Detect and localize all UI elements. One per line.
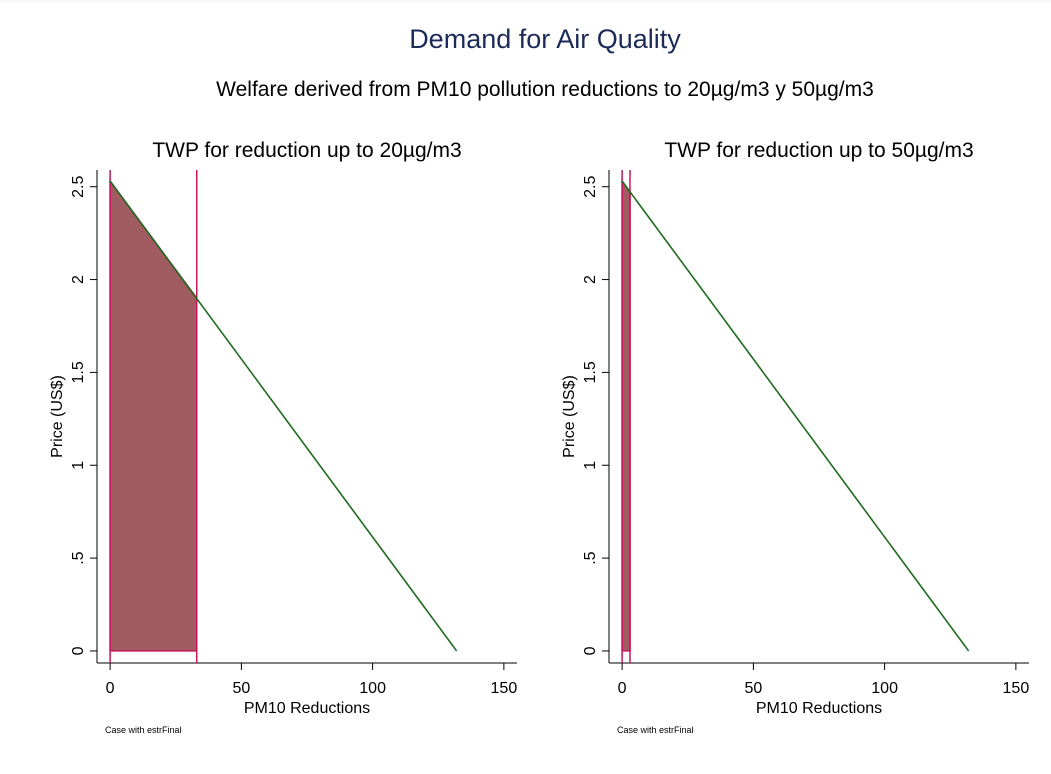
y-tick-label: .5: [582, 551, 599, 564]
x-axis-label: PM10 Reductions: [244, 700, 370, 717]
x-tick-label: 0: [106, 680, 115, 697]
panel-title: TWP for reduction up to 20µg/m3: [152, 139, 461, 162]
y-tick-label: 1: [70, 461, 87, 470]
demand-line: [621, 180, 970, 652]
x-axis-label: PM10 Reductions: [756, 700, 882, 717]
x-tick-label: 0: [618, 680, 627, 697]
y-tick-label: 1.5: [582, 361, 599, 383]
shaded-area: [621, 178, 631, 652]
y-tick-label: 2: [70, 275, 87, 284]
y-tick-label: 1.5: [70, 361, 87, 383]
x-tick-label: 150: [491, 680, 518, 697]
chart-subtitle: Welfare derived from PM10 pollution redu…: [216, 78, 874, 101]
y-axis-label: Price (US$): [561, 375, 578, 458]
demand-line: [109, 180, 458, 652]
x-tick-label: 100: [871, 680, 898, 697]
x-tick-label: 150: [1003, 680, 1030, 697]
chart-title: Demand for Air Quality: [409, 24, 681, 54]
y-tick-label: 2.5: [70, 175, 87, 197]
y-tick-label: 2.5: [582, 175, 599, 197]
shaded-area: [109, 178, 198, 652]
y-tick-label: 0: [70, 646, 87, 655]
note: Case with estrFinal: [105, 725, 182, 735]
x-tick-label: 50: [744, 680, 762, 697]
y-tick-label: 2: [582, 275, 599, 284]
y-axis-label: Price (US$): [49, 375, 66, 458]
y-tick-label: 1: [582, 461, 599, 470]
y-tick-label: 0: [582, 646, 599, 655]
x-tick-label: 50: [232, 680, 250, 697]
panel-title: TWP for reduction up to 50µg/m3: [664, 139, 973, 162]
y-tick-label: .5: [70, 551, 87, 564]
note: Case with estrFinal: [617, 725, 694, 735]
x-tick-label: 100: [359, 680, 386, 697]
